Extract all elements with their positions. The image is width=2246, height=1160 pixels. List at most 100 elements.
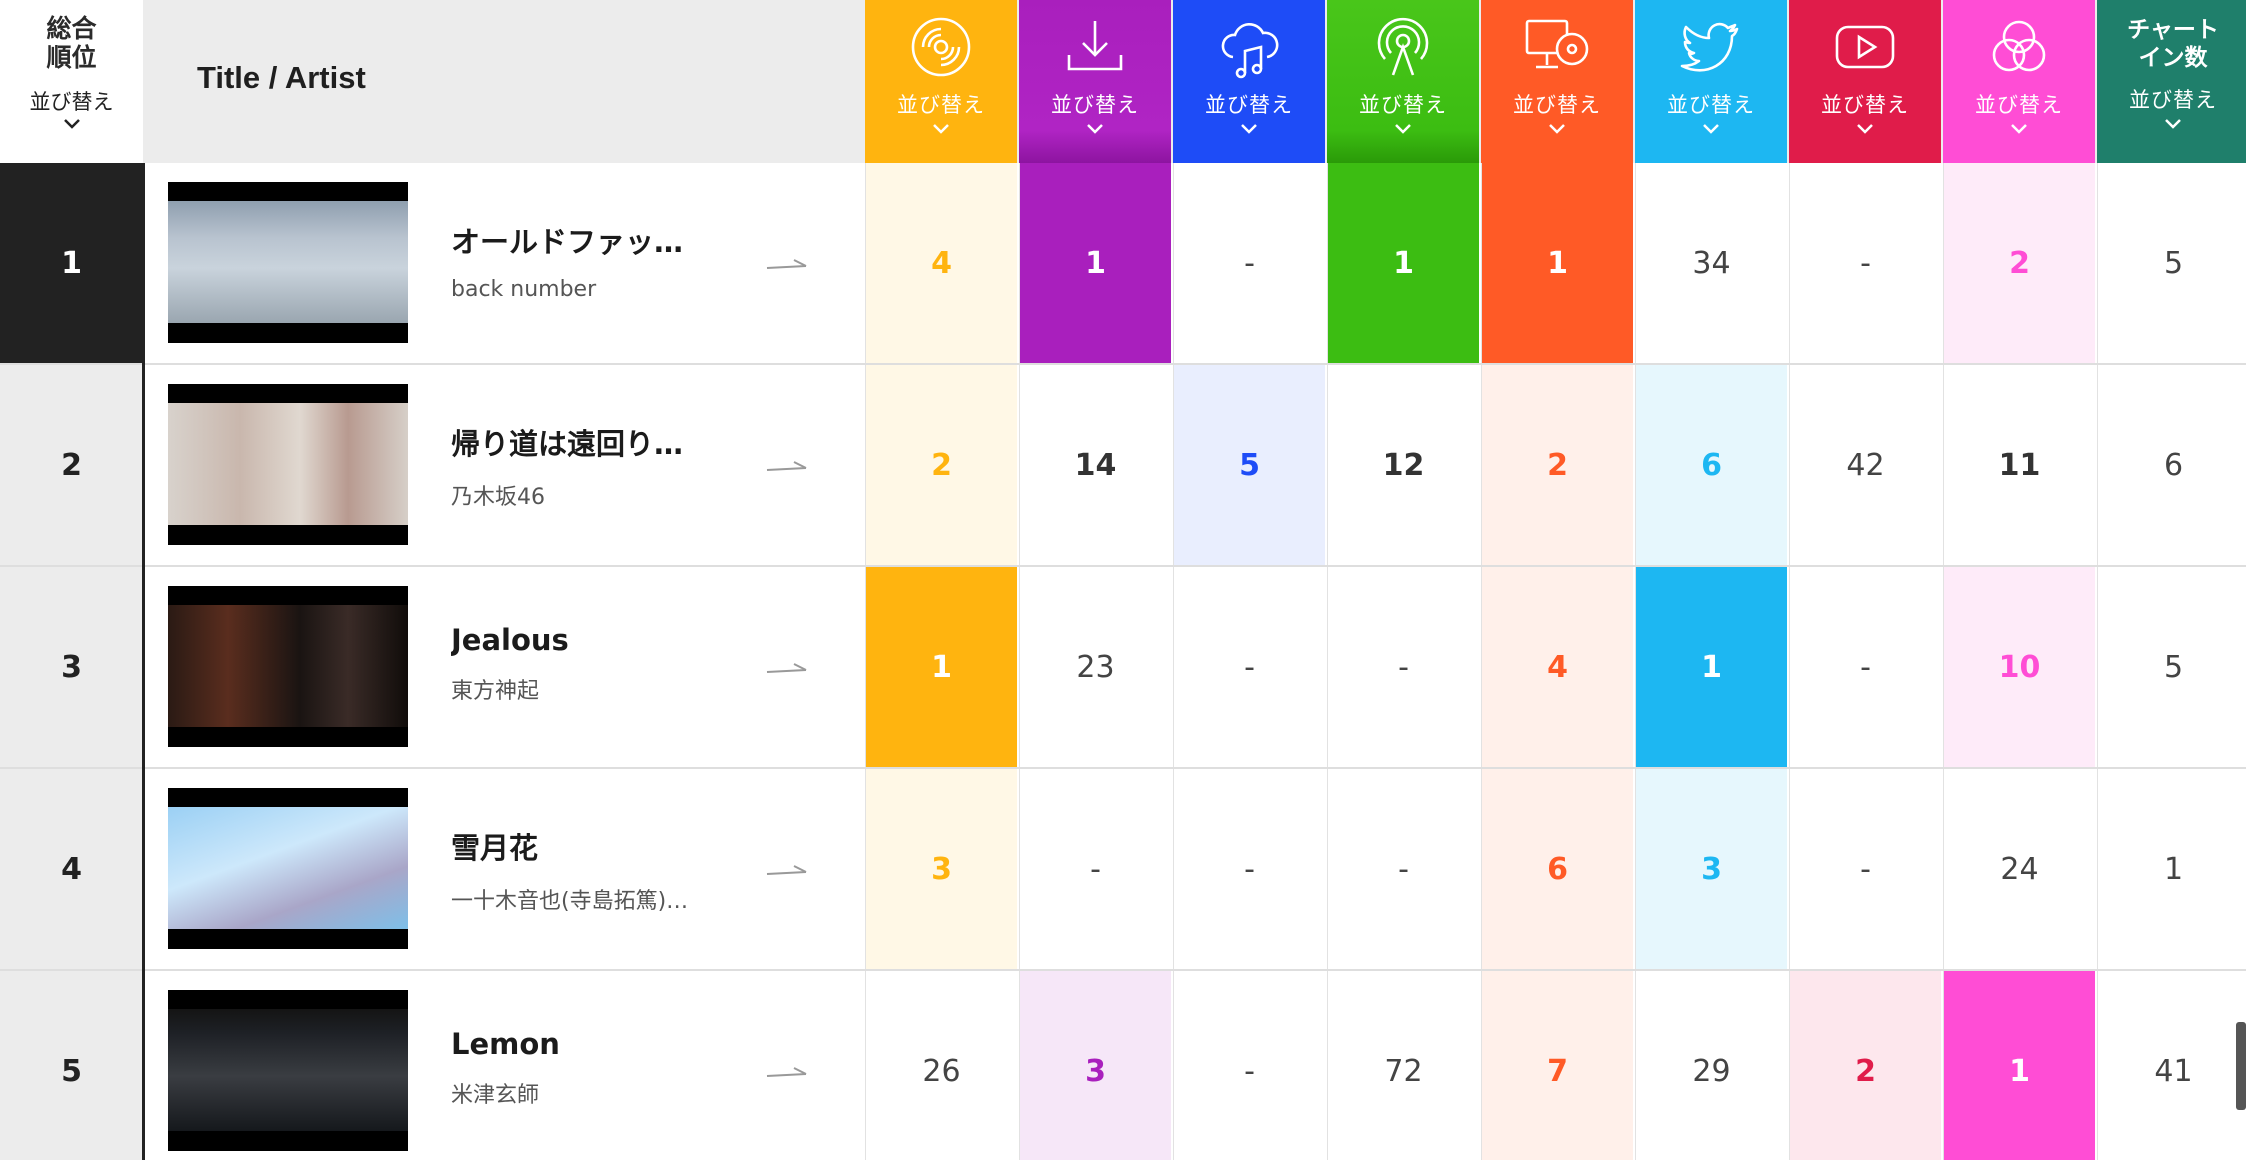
video-thumbnail[interactable]	[168, 182, 408, 343]
rank-cell-download: 1	[1019, 163, 1171, 363]
rank-cell-pc_lookup: 4	[1481, 567, 1633, 767]
video-thumbnail[interactable]	[168, 384, 408, 545]
chevron-down-icon	[1549, 124, 1565, 134]
sort-karaoke-header[interactable]: 並び替え	[1943, 0, 2095, 163]
rank-cell-cd: 3	[865, 769, 1017, 969]
cloud-music-icon	[1216, 14, 1282, 80]
rank-cell-twitter: 1	[1635, 567, 1787, 767]
rank-cell-streaming: -	[1173, 567, 1325, 767]
title-artist-header: Title / Artist	[197, 60, 366, 95]
song-title[interactable]: 帰り道は遠回り…	[451, 427, 684, 461]
rank-cell-radio: 1	[1327, 163, 1479, 363]
trend-arrow-icon	[766, 259, 807, 269]
video-thumbnail[interactable]	[168, 990, 408, 1151]
sort-cd-sales-header[interactable]: 並び替え	[865, 0, 1017, 163]
rank-cell-youtube: -	[1789, 769, 1941, 969]
youtube-icon	[1832, 14, 1898, 80]
rank-column-label: 総合 順位	[46, 14, 97, 72]
sort-radio-header[interactable]: 並び替え	[1327, 0, 1479, 163]
rank-cell-radio: -	[1327, 567, 1479, 767]
rank-cell-cd: 4	[865, 163, 1017, 363]
sort-label: 並び替え	[897, 93, 985, 117]
song-artist[interactable]: 一十木音也(寺島拓篤)…	[451, 889, 689, 914]
rank-cell-twitter: 6	[1635, 365, 1787, 565]
rank-cell-radio: 12	[1327, 365, 1479, 565]
rank-cell-cd: 1	[865, 567, 1017, 767]
sort-by-rank-header[interactable]: 総合 順位 並び替え	[0, 0, 143, 163]
chevron-down-icon	[933, 124, 949, 134]
sort-label: 並び替え	[1821, 93, 1909, 117]
song-title[interactable]: オールドファッ…	[451, 225, 684, 259]
song-artist[interactable]: 乃木坂46	[451, 485, 545, 510]
sort-chart-in-count-header[interactable]: チャート イン数 並び替え	[2097, 0, 2246, 163]
sort-twitter-header[interactable]: 並び替え	[1635, 0, 1787, 163]
rank-cell-youtube: 2	[1789, 971, 1941, 1160]
song-info[interactable]: 雪月花 一十木音也(寺島拓篤)…	[451, 825, 741, 915]
song-title[interactable]: 雪月花	[451, 831, 539, 865]
chart-header: 総合 順位 並び替え Title / Artist 並び替え 並び替え	[0, 0, 2246, 163]
rank-cell-karaoke: 2	[1943, 163, 2095, 363]
sort-label: 並び替え	[2129, 88, 2217, 112]
sort-label: 並び替え	[1667, 93, 1755, 117]
rank-cell-chartin: 5	[2097, 567, 2246, 767]
rank-number: 4	[0, 769, 143, 969]
rank-cell-twitter: 29	[1635, 971, 1787, 1160]
rank-cell-streaming: -	[1173, 769, 1325, 969]
rank-cell-chartin: 41	[2097, 971, 2246, 1160]
song-artist[interactable]: 米津玄師	[451, 1083, 540, 1108]
rank-cell-pc_lookup: 1	[1481, 163, 1633, 363]
pc-disc-icon	[1524, 14, 1590, 80]
sort-label: 並び替え	[1513, 93, 1601, 117]
rank-cell-chartin: 5	[2097, 163, 2246, 363]
chart-row[interactable]: 2 帰り道は遠回り… 乃木坂46 2 14 5 12 2 6 42 11 6	[0, 365, 2246, 567]
song-info[interactable]: Jealous 東方神起	[451, 623, 741, 705]
rank-number: 3	[0, 567, 143, 767]
rank-cell-pc_lookup: 2	[1481, 365, 1633, 565]
sort-label: 並び替え	[1975, 93, 2063, 117]
cd-disc-icon	[908, 14, 974, 80]
rank-cell-cd: 26	[865, 971, 1017, 1160]
rank-number: 2	[0, 365, 143, 565]
rank-cell-karaoke: 24	[1943, 769, 2095, 969]
video-thumbnail[interactable]	[168, 788, 408, 949]
chart-row[interactable]: 4 雪月花 一十木音也(寺島拓篤)… 3- - -6 3-24 1	[0, 769, 2246, 971]
song-info[interactable]: Lemon 米津玄師	[451, 1027, 741, 1109]
sort-youtube-header[interactable]: 並び替え	[1789, 0, 1941, 163]
trend-arrow-icon	[766, 1067, 807, 1077]
scrollbar-thumb[interactable]	[2236, 1022, 2246, 1110]
chart-row[interactable]: 1 オールドファッ… back number 4 1-1 1 34-2 5	[0, 163, 2246, 365]
chart-in-count-label: チャート イン数	[2127, 17, 2219, 71]
rank-cell-karaoke: 1	[1943, 971, 2095, 1160]
rank-cell-twitter: 34	[1635, 163, 1787, 363]
chevron-down-icon	[1241, 124, 1257, 134]
rank-cell-youtube: -	[1789, 567, 1941, 767]
chart-row[interactable]: 5 Lemon 米津玄師 26 3-72 7 29 2 1 41	[0, 971, 2246, 1160]
video-thumbnail[interactable]	[168, 586, 408, 747]
rank-number: 1	[0, 163, 143, 363]
trend-arrow-icon	[766, 865, 807, 875]
chart-row[interactable]: 3 Jealous 東方神起 1 23- -4 1-10 5	[0, 567, 2246, 769]
rank-cell-pc_lookup: 6	[1481, 769, 1633, 969]
rank-cell-chartin: 6	[2097, 365, 2246, 565]
sort-label: 並び替え	[1051, 93, 1139, 117]
song-artist[interactable]: 東方神起	[451, 679, 540, 704]
song-artist[interactable]: back number	[451, 277, 597, 302]
song-title[interactable]: Jealous	[451, 623, 569, 657]
chevron-down-icon	[2011, 124, 2027, 134]
song-title[interactable]: Lemon	[451, 1027, 560, 1061]
sort-download-header[interactable]: 並び替え	[1019, 0, 1171, 163]
radio-broadcast-icon	[1370, 14, 1436, 80]
song-info[interactable]: オールドファッ… back number	[451, 219, 741, 302]
sort-pc-lookup-header[interactable]: 並び替え	[1481, 0, 1633, 163]
rank-cell-chartin: 1	[2097, 769, 2246, 969]
thumbnail-image	[168, 1009, 408, 1131]
sort-streaming-header[interactable]: 並び替え	[1173, 0, 1325, 163]
thumbnail-image	[168, 403, 408, 525]
rank-cell-streaming: -	[1173, 971, 1325, 1160]
three-circles-icon	[1986, 14, 2052, 80]
song-info[interactable]: 帰り道は遠回り… 乃木坂46	[451, 421, 741, 511]
rank-cell-streaming: -	[1173, 163, 1325, 363]
chevron-down-icon	[1857, 124, 1873, 134]
trend-arrow-icon	[766, 461, 807, 471]
chevron-down-icon	[2165, 119, 2181, 129]
